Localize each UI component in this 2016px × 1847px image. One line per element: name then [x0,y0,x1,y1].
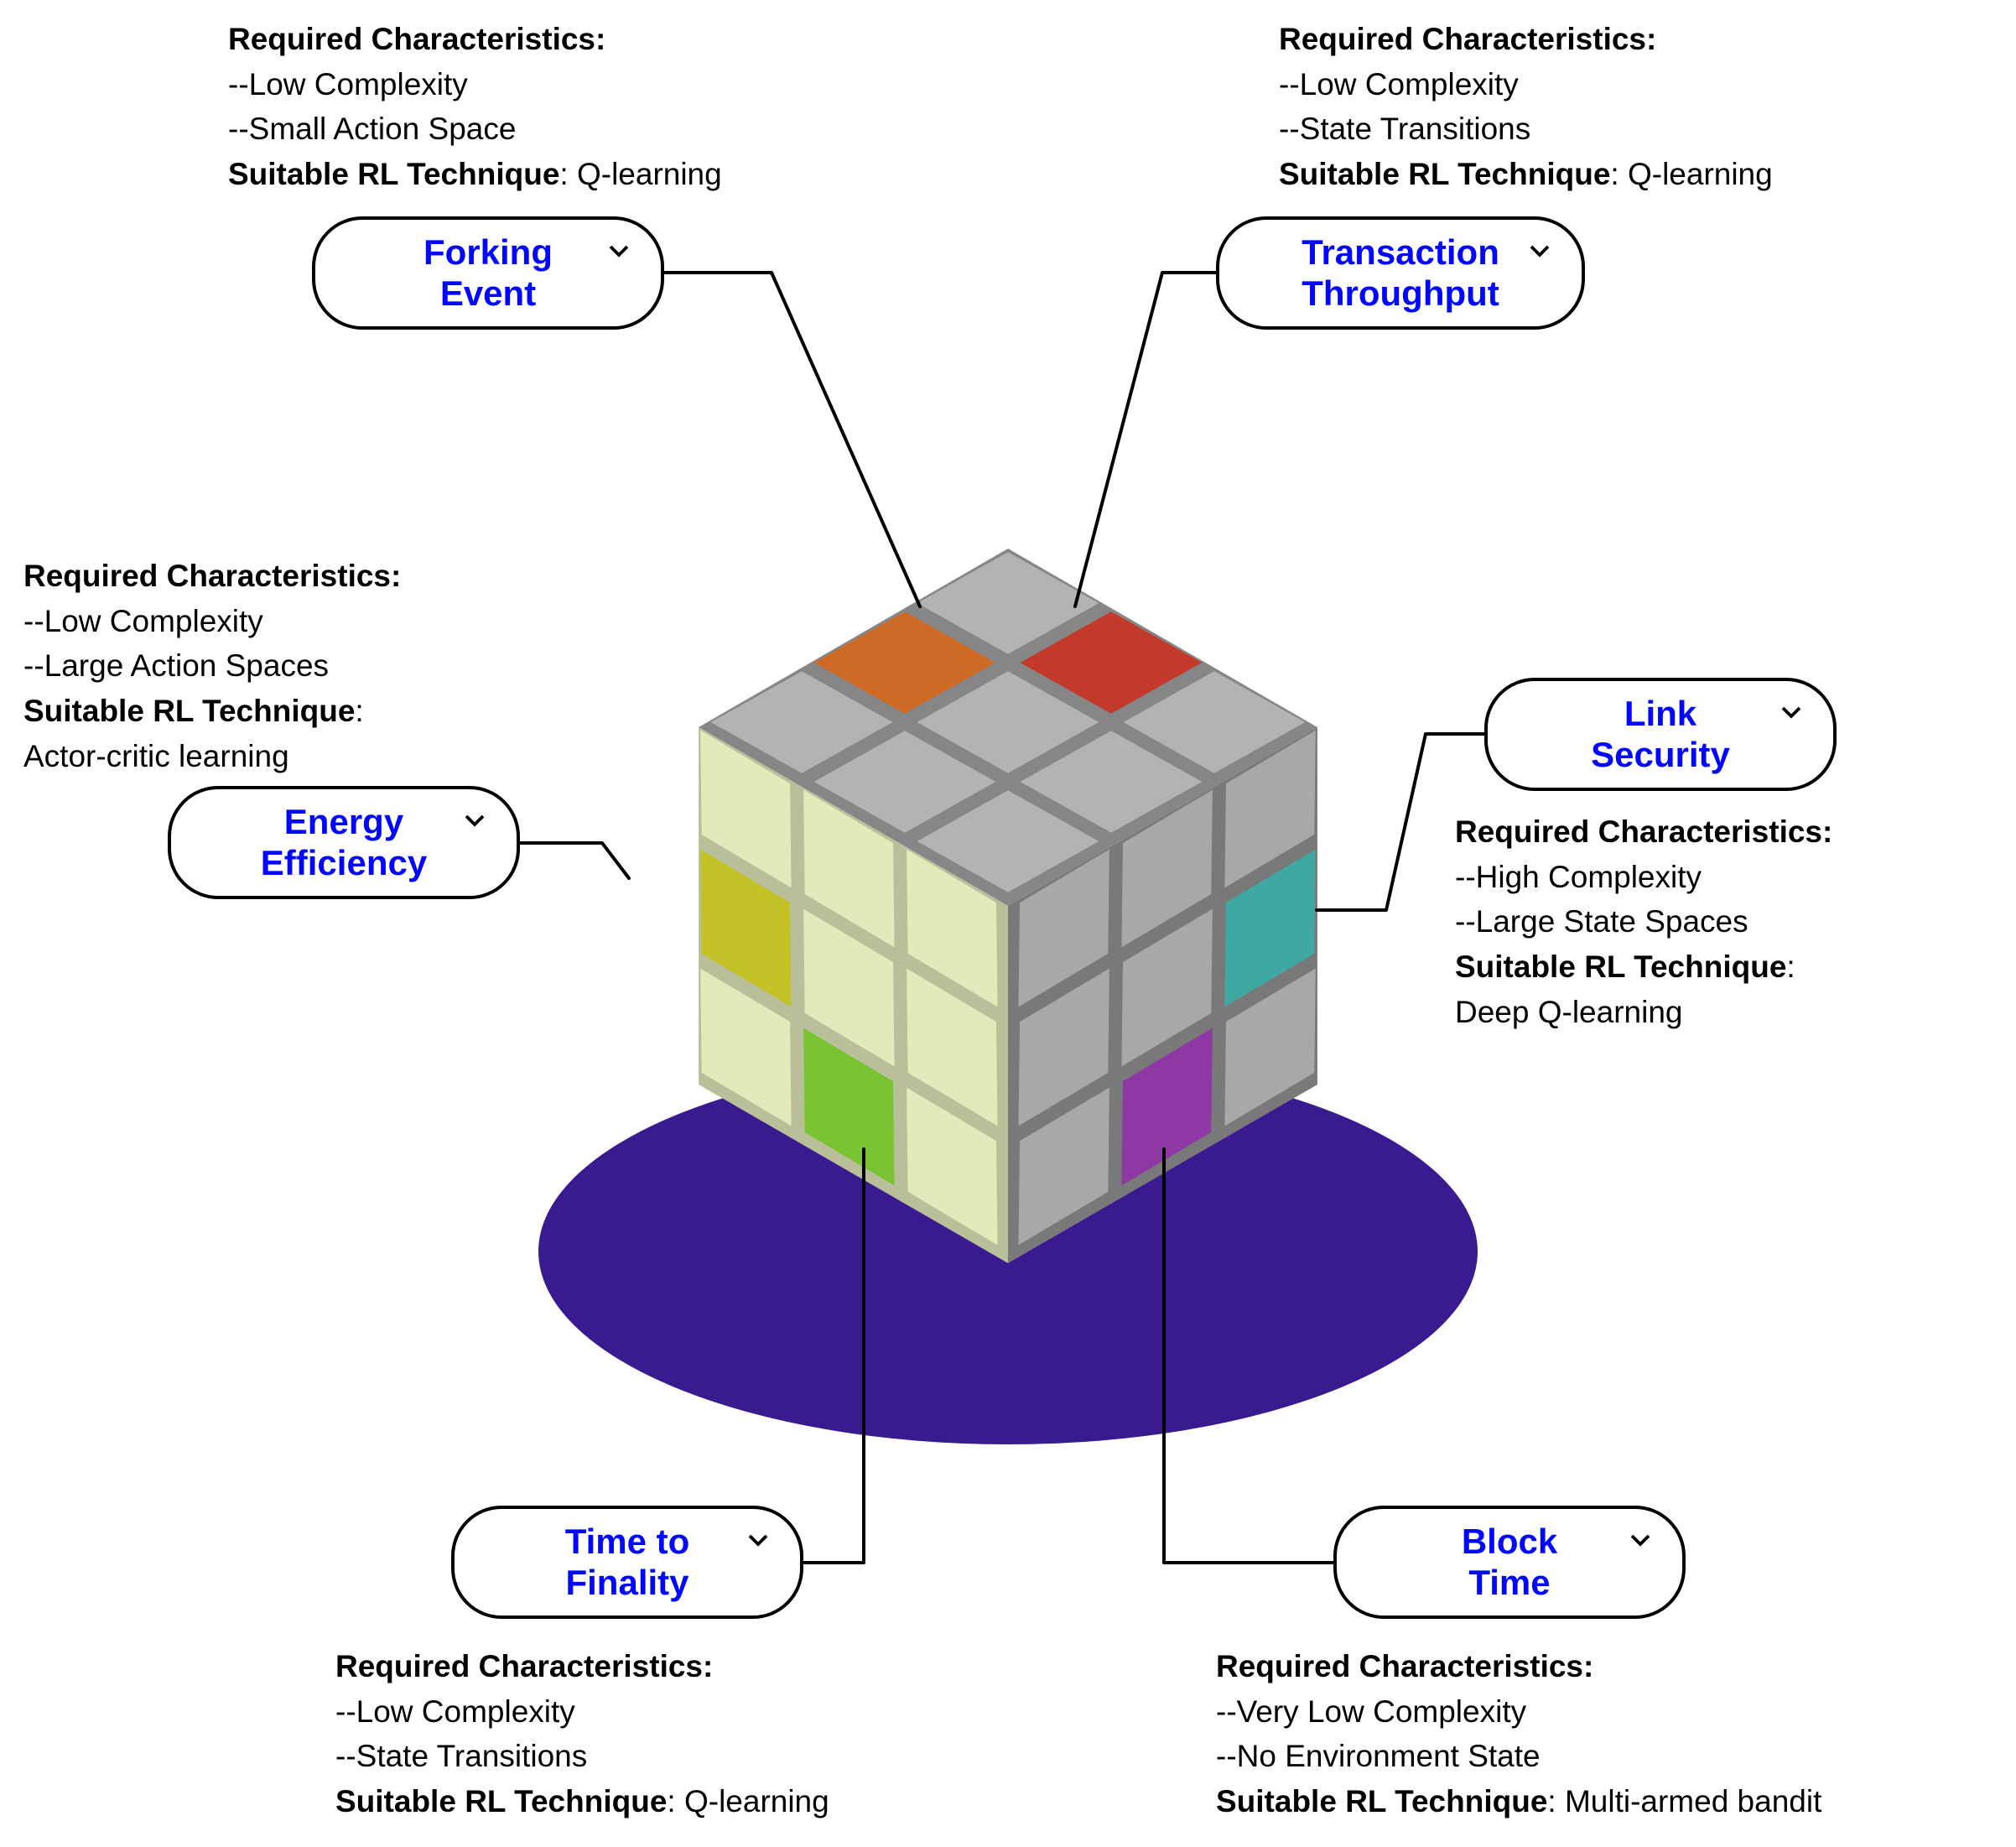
annotation-line: --State Transitions [335,1734,829,1779]
annotation-line: --Low Complexity [335,1689,829,1735]
forking-event-pill[interactable]: ForkingEvent [312,216,664,330]
forking-event-label: ForkingEvent [349,232,627,314]
annotation-technique: Suitable RL Technique: Q-learning [1279,152,1773,197]
annotation-heading: Required Characteristics: [335,1644,829,1689]
link-security-label: LinkSecurity [1521,694,1800,775]
annotation-heading: Required Characteristics: [1279,17,1773,62]
annotation-technique: Suitable RL Technique: Q-learning [228,152,722,197]
energy-annotation: Required Characteristics: --Low Complexi… [23,554,401,778]
finality-annotation: Required Characteristics: --Low Complexi… [335,1644,829,1824]
transaction-throughput-pill[interactable]: TransactionThroughput [1216,216,1585,330]
link-security-pill[interactable]: LinkSecurity [1484,678,1837,791]
annotation-heading: Required Characteristics: [1216,1644,1821,1689]
chevron-down-icon [462,808,487,833]
energy-efficiency-pill[interactable]: EnergyEfficiency [168,786,520,899]
annotation-heading: Required Characteristics: [23,554,401,599]
chevron-down-icon [1779,700,1804,725]
diagram-canvas: ForkingEvent TransactionThroughput Energ… [0,0,2016,1847]
annotation-technique: Suitable RL Technique: Q-learning [335,1779,829,1824]
annotation-technique: Suitable RL Technique: Multi-armed bandi… [1216,1779,1821,1824]
annotation-technique: Suitable RL Technique: [23,689,401,734]
annotation-line: --Very Low Complexity [1216,1689,1821,1735]
annotation-line: --Large State Spaces [1455,899,1832,944]
time-to-finality-label: Time toFinality [488,1522,766,1603]
chevron-down-icon [746,1527,771,1553]
annotation-technique: Suitable RL Technique: [1455,944,1832,990]
energy-efficiency-label: EnergyEfficiency [205,802,483,883]
transaction-throughput-label: TransactionThroughput [1253,232,1548,314]
throughput-annotation: Required Characteristics: --Low Complexi… [1279,17,1773,197]
chevron-down-icon [606,238,631,263]
block-time-label: BlockTime [1370,1522,1649,1603]
annotation-line: --No Environment State [1216,1734,1821,1779]
annotation-line: --High Complexity [1455,855,1832,900]
annotation-line: --State Transitions [1279,107,1773,152]
chevron-down-icon [1628,1527,1653,1553]
annotation-heading: Required Characteristics: [1455,809,1832,855]
chevron-down-icon [1527,238,1552,263]
annotation-technique-value: Deep Q-learning [1455,990,1832,1035]
annotation-line: --Large Action Spaces [23,643,401,689]
forking-annotation: Required Characteristics: --Low Complexi… [228,17,722,197]
annotation-technique-value: Actor-critic learning [23,734,401,779]
annotation-line: --Low Complexity [23,599,401,644]
block-annotation: Required Characteristics: --Very Low Com… [1216,1644,1821,1824]
annotation-line: --Small Action Space [228,107,722,152]
annotation-heading: Required Characteristics: [228,17,722,62]
time-to-finality-pill[interactable]: Time toFinality [451,1506,803,1619]
link-annotation: Required Characteristics: --High Complex… [1455,809,1832,1034]
annotation-line: --Low Complexity [1279,62,1773,107]
block-time-pill[interactable]: BlockTime [1333,1506,1686,1619]
annotation-line: --Low Complexity [228,62,722,107]
